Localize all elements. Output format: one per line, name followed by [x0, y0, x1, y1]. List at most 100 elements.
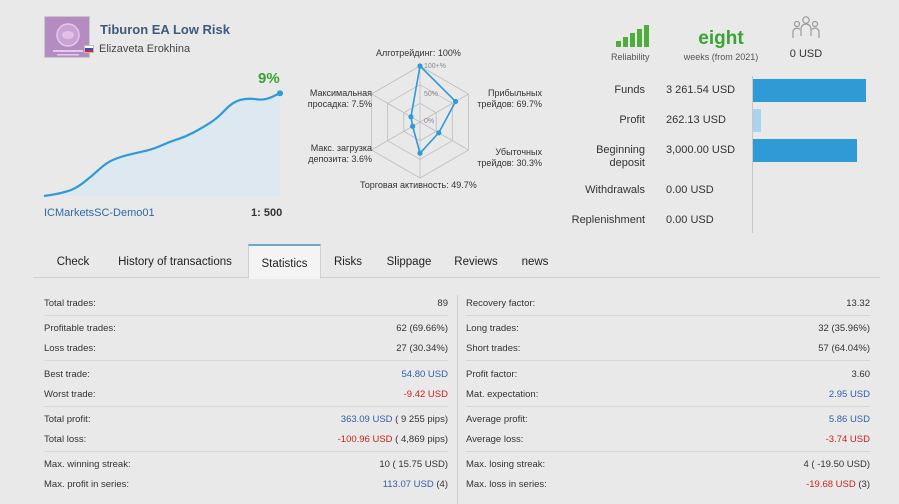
radar-tick-50: 50%	[424, 91, 438, 98]
stat-value: 57 (64.04%)	[818, 343, 870, 354]
growth-line	[43, 92, 281, 198]
stat-row: Mat. expectation: 2.95 USD	[466, 386, 870, 404]
stat-label: Max. winning streak:	[44, 459, 131, 470]
stat-row: Profit factor: 3.60	[466, 366, 870, 384]
money-bar	[752, 109, 762, 132]
stat-value: 62 (69.66%)	[396, 323, 448, 334]
tab-history[interactable]: History of transactions	[118, 256, 232, 268]
money-label: Replenishment	[571, 214, 645, 226]
money-bar	[752, 139, 857, 162]
stat-row: Best trade: 54.80 USD	[44, 366, 448, 384]
reliability-bar	[637, 29, 642, 47]
subscribers-price: 0 USD	[789, 48, 823, 60]
stat-row: Loss trades: 27 (30.34%)	[44, 340, 448, 358]
stat-row: Max. losing streak: 4 ( -19.50 USD)	[466, 456, 870, 474]
stat-value: 10 ( 15.75 USD)	[379, 459, 448, 470]
stat-label: Profit factor:	[466, 369, 518, 380]
weeks-label: weeks (from 2021)	[683, 52, 759, 62]
column-divider	[457, 295, 458, 504]
money-label: Profit	[619, 114, 645, 126]
stat-row: Average profit: 5.86 USD	[466, 411, 870, 429]
statistics-panel: Total trades: 89 Profitable trades: 62 (69.…	[33, 287, 880, 504]
tab-slippage[interactable]: Slippage	[386, 256, 432, 268]
signal-avatar[interactable]	[44, 16, 90, 58]
tab-statistics[interactable]: Statistics	[248, 244, 321, 279]
tab-bar: Check History of transactions Statistics…	[33, 244, 880, 279]
stat-label: Total profit:	[44, 414, 91, 425]
growth-end-point	[277, 90, 283, 97]
reliability-bar	[623, 37, 628, 47]
radar-axis	[419, 121, 469, 151]
money-value: 0.00 USD	[666, 214, 714, 226]
tab-reviews[interactable]: Reviews	[454, 256, 498, 268]
author-name[interactable]: Elizaveta Erokhina	[99, 43, 191, 55]
reliability-label: Reliability	[611, 52, 650, 62]
radar-label-load: Макс. загрузка депозита: 3.6%	[308, 143, 372, 164]
stat-label: Max. profit in series:	[44, 479, 129, 490]
money-bars-axis	[752, 76, 753, 233]
radar-axis	[419, 93, 469, 123]
stat-divider	[466, 406, 870, 407]
radar-label-algo: Алготрейдинг: 100%	[376, 48, 461, 58]
tab-check[interactable]: Check	[56, 256, 90, 268]
growth-chart	[40, 80, 290, 202]
stat-value: 2.95 USD	[828, 389, 870, 400]
radar-point-0	[417, 63, 423, 69]
stat-label: Total trades:	[44, 298, 96, 309]
radar-label-drawdown: Максимальная просадка: 7.5%	[307, 88, 372, 109]
stat-value: 32 (35.96%)	[818, 323, 870, 334]
stat-value: 4 ( -19.50 USD)	[803, 459, 870, 470]
reliability-bar	[616, 41, 621, 47]
broker-server[interactable]: ICMarketsSC-Demo01	[44, 207, 155, 219]
radar-label-loss: Убыточных трейдов: 30.3%	[477, 147, 542, 168]
growth-area	[44, 93, 280, 196]
stat-row: Total loss: -100.96 USD ( 4,869 pips)	[44, 431, 448, 449]
stat-divider	[44, 451, 448, 452]
stat-row: Max. loss in series: -19.68 USD (3)	[466, 476, 870, 494]
stat-divider	[466, 315, 870, 316]
author[interactable]: Elizaveta Erokhina	[84, 43, 190, 55]
stat-value: -9.42 USD	[403, 389, 448, 400]
stat-row: Max. winning streak: 10 ( 15.75 USD)	[44, 456, 448, 474]
money-value: 0.00 USD	[666, 184, 714, 196]
stat-label: Worst trade:	[44, 389, 96, 400]
stat-divider	[44, 315, 448, 316]
tab-risks[interactable]: Risks	[333, 256, 363, 268]
stat-row: Recovery factor: 13.32	[466, 295, 870, 313]
signal-name[interactable]: Tiburon EA Low Risk	[100, 22, 231, 37]
stat-value: 113.07 USD (4)	[382, 479, 448, 490]
stat-value: 54.80 USD	[401, 369, 448, 380]
stat-value: 3.60	[851, 369, 871, 380]
radar-point-5	[408, 114, 414, 120]
stat-row: Profitable trades: 62 (69.66%)	[44, 320, 448, 338]
stat-label: Short trades:	[466, 343, 521, 354]
radar-tick-0: 0%	[424, 118, 434, 125]
stat-value: 89	[437, 298, 448, 309]
stat-value: -3.74 USD	[825, 434, 870, 445]
money-value: 262.13 USD	[666, 114, 726, 126]
stat-row: Average loss: -3.74 USD	[466, 431, 870, 449]
stat-label: Best trade:	[44, 369, 90, 380]
radar-point-4	[410, 123, 416, 129]
money-label: Beginning deposit	[596, 144, 645, 169]
radar-point-2	[436, 130, 442, 136]
stat-value: 5.86 USD	[828, 414, 870, 425]
russia-flag-icon	[84, 45, 94, 53]
reliability-bar	[644, 25, 649, 47]
stat-value: -19.68 USD (3)	[806, 479, 870, 490]
stat-row: Total trades: 89	[44, 295, 448, 313]
stat-value: -100.96 USD ( 4,869 pips)	[337, 434, 448, 445]
stat-label: Long trades:	[466, 323, 519, 334]
money-bar	[752, 79, 866, 102]
radar-point-1	[452, 98, 459, 105]
radar-tick-100: 100+%	[424, 63, 446, 70]
tab-news[interactable]: news	[521, 256, 549, 268]
stat-label: Max. losing streak:	[466, 459, 546, 470]
money-value: 3 261.54 USD	[666, 84, 736, 96]
radar-label-activity: Торговая активность: 49.7%	[360, 180, 477, 190]
stat-divider	[44, 360, 448, 361]
money-label: Withdrawals	[585, 184, 645, 196]
reliability-bars-icon	[616, 25, 652, 47]
weeks-value: eight	[698, 28, 744, 49]
stat-row: Short trades: 57 (64.04%)	[466, 340, 870, 358]
